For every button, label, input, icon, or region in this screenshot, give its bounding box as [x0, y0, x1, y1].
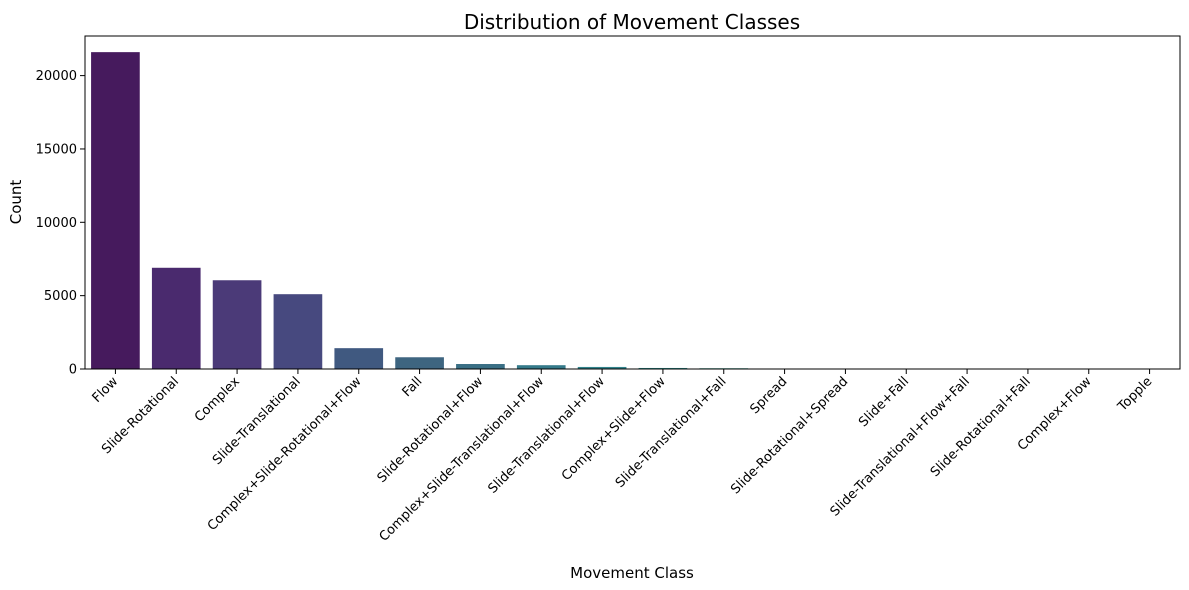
- chart-title: Distribution of Movement Classes: [464, 10, 800, 34]
- y-tick-label-0: 0: [69, 363, 77, 378]
- bar-0: [91, 52, 140, 369]
- x-tick-label-8: Slide-Translational+Flow: [485, 374, 608, 497]
- axes-layer: [84, 35, 1181, 370]
- x-tick-label-6: Slide-Rotational+Flow: [375, 374, 487, 486]
- y-tick-label-3: 15000: [36, 142, 77, 157]
- y-tick-label-4: 20000: [36, 69, 77, 84]
- x-tick-label-10: Slide-Translational+Fall: [613, 374, 730, 491]
- y-tick-label-2: 10000: [36, 216, 77, 231]
- plot-frame: [84, 35, 1181, 370]
- y-ticks: 0 5000 10000 15000 20000: [36, 69, 85, 378]
- bar-2: [212, 280, 262, 369]
- bar-3: [273, 294, 323, 369]
- x-tick-label-0: Flow: [90, 374, 122, 406]
- x-tick-label-12: Slide-Rotational+Spread: [728, 374, 851, 497]
- x-tick-label-2: Complex: [192, 374, 243, 425]
- y-tick-label-1: 5000: [44, 289, 77, 304]
- bar-9: [638, 367, 688, 369]
- bar-7: [516, 365, 566, 369]
- x-axis-label: Movement Class: [570, 564, 694, 582]
- bar-8: [577, 366, 627, 369]
- x-tick-label-13: Slide+Fall: [856, 374, 912, 430]
- bar-5: [395, 357, 444, 369]
- x-tick-label-15: Slide-Rotational+Fall: [928, 374, 1034, 480]
- x-tick-label-17: Topple: [1115, 374, 1156, 415]
- x-tick-label-11: Spread: [747, 374, 790, 417]
- bar-4: [334, 348, 384, 369]
- y-axis-label: Count: [7, 180, 25, 225]
- x-tick-label-5: Fall: [400, 374, 426, 400]
- x-tick-label-9: Complex+Slide+Flow: [559, 374, 669, 484]
- bar-1: [151, 267, 201, 369]
- bars-layer: [91, 52, 1174, 369]
- bar-6: [456, 364, 505, 369]
